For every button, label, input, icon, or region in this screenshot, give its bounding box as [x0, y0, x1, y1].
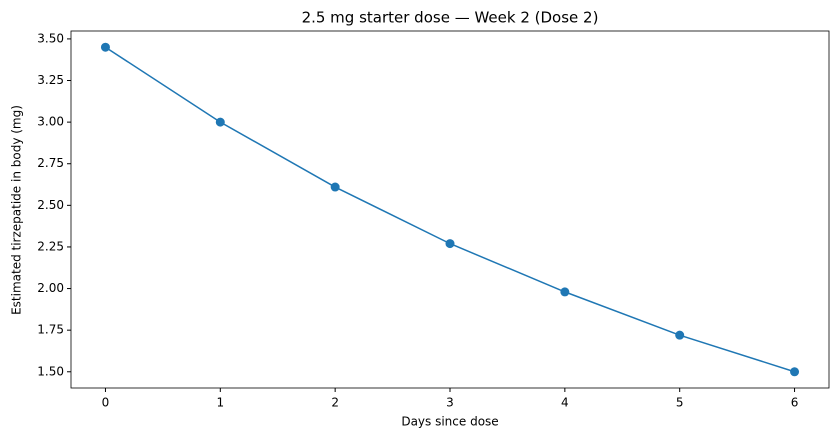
point: [215, 117, 225, 127]
y-tick-label: 2.25: [37, 239, 64, 253]
x-tick-label: 1: [216, 396, 224, 410]
y-tick-label: 2.00: [37, 281, 64, 295]
y-tick-label: 1.50: [37, 364, 64, 378]
x-tick-label: 5: [676, 396, 684, 410]
y-tick-label: 1.75: [37, 323, 64, 337]
x-tick-label: 6: [791, 396, 799, 410]
line: [105, 46, 795, 373]
x-tick-label: 0: [102, 396, 110, 410]
point: [560, 287, 570, 297]
y-tick-label: 3.50: [37, 31, 64, 45]
point: [790, 367, 800, 377]
x-tick-label: 3: [446, 396, 454, 410]
point: [330, 182, 340, 192]
y-tick-label: 2.75: [37, 156, 64, 170]
x-tick-label: 4: [561, 396, 569, 410]
y-tick-label: 2.50: [37, 198, 64, 212]
chart-title: 2.5 mg starter dose — Week 2 (Dose 2): [302, 9, 599, 27]
x-axis-label: Days since dose: [401, 415, 498, 429]
point: [100, 42, 110, 52]
plot-frame: [70, 30, 830, 389]
point: [445, 239, 455, 249]
x-tick-label: 2: [331, 396, 339, 410]
y-tick-label: 3.00: [37, 115, 64, 129]
point: [675, 330, 685, 340]
y-tick-label: 3.25: [37, 73, 64, 87]
y-axis-label: Estimated tirzepatide in body (mg): [10, 105, 24, 315]
